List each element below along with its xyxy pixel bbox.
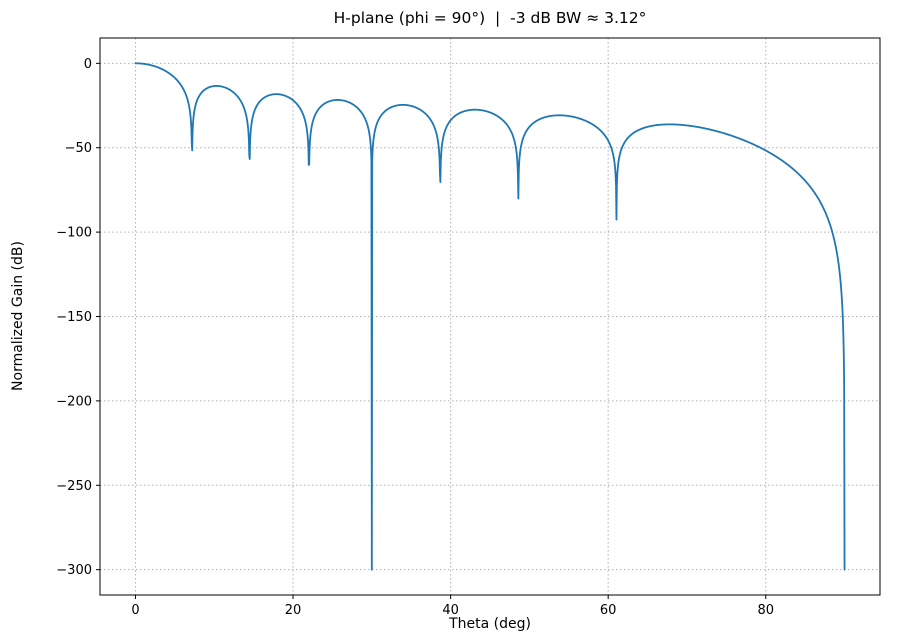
y-tick-label: −50: [65, 141, 92, 156]
y-tick-label: 0: [84, 57, 92, 72]
y-tick-label: −200: [56, 394, 92, 409]
y-tick-label: −250: [56, 479, 92, 494]
x-tick-label: 40: [442, 603, 459, 618]
gain-curve: [134, 62, 846, 571]
x-tick-label: 60: [600, 603, 617, 618]
chart-title: H-plane (phi = 90°) | -3 dB BW ≈ 3.12°: [333, 9, 647, 27]
y-tick-label: −300: [56, 563, 92, 578]
y-axis-label: Normalized Gain (dB): [10, 241, 26, 391]
x-axis-label: Theta (deg): [449, 616, 531, 632]
x-tick-label: 0: [131, 603, 139, 618]
y-tick-label: −100: [56, 226, 92, 241]
x-tick-label: 20: [285, 603, 302, 618]
y-tick-label: −150: [56, 310, 92, 325]
x-tick-label: 80: [757, 603, 774, 618]
